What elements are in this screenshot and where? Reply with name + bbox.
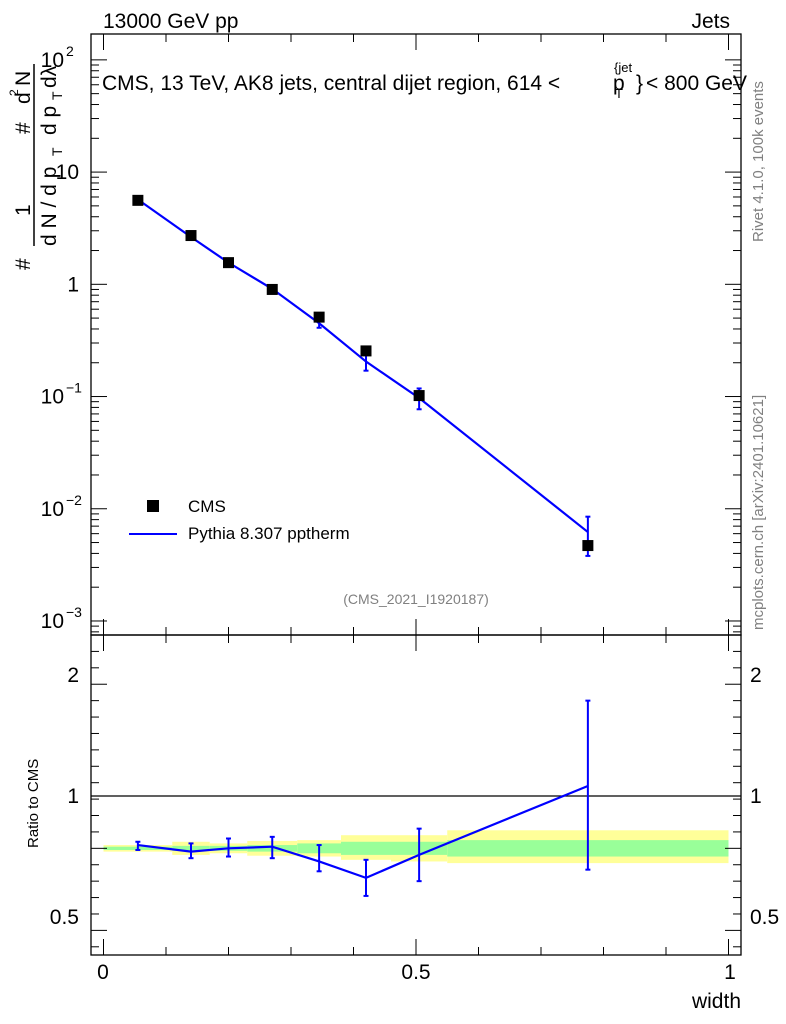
xtick-label-0: 0 [97,961,109,984]
y-tick-label-base: 10 [41,498,64,521]
cms-data-point [185,230,197,242]
y-tick-label-base: 10 [41,49,64,72]
title-p-sup: {jet [614,60,632,75]
process-label: Jets [691,10,730,33]
ratio-series-pythia [135,699,591,897]
cms-data-point [266,283,278,295]
legend-pythia-label: Pythia 8.307 pptherm [188,524,350,543]
title-after: < 800 GeV [646,72,747,95]
ylabel-hash-2: # [12,122,35,134]
y-tick-label-base: 10 [41,386,64,409]
pythia-line [137,198,589,533]
y-tick-label-exp: −1 [66,380,82,396]
ylabel-exponent: 2 [7,89,21,96]
ratio-ytick-05-right: 0.5 [750,906,779,929]
ratio-ytick-1-left: 1 [67,785,79,808]
ylabel-d: d [12,92,35,104]
title-brace: } [636,72,643,95]
cms-data-point [413,390,425,402]
main-y-axis-label: # 1 d N / d p T # d 2 N d p T dλ [7,64,65,270]
y-tick-label: 10 [56,161,79,184]
y-tick-label-exp: 2 [66,43,74,59]
legend: CMS Pythia 8.307 pptherm [129,497,350,543]
y-tick-label-exp: −3 [66,604,82,620]
series-cms [132,194,594,552]
analysis-id-label: (CMS_2021_I1920187) [343,591,489,607]
stat-uncertainty-band [341,841,391,855]
plot-title: CMS, 13 TeV, AK8 jets, central dijet reg… [102,60,747,101]
ratio-y-axis-label: Ratio to CMS [25,759,42,848]
cms-data-point [313,311,325,323]
legend-cms-marker [147,500,159,512]
y-tick-label-exp: −2 [66,492,82,508]
cms-data-point [132,194,144,206]
main-frame [90,33,742,636]
title-p-sub: T [615,86,623,101]
cms-data-point [360,345,372,357]
xtick-label-1: 1 [724,961,736,984]
title-p: p [613,72,625,95]
ylabel-dp: d p [38,106,61,135]
ylabel-denominator: d N / d p [38,167,61,246]
y-tick-label: 1 [67,273,79,296]
ratio-ytick-05-left: 0.5 [50,906,79,929]
legend-cms-label: CMS [188,497,226,516]
y-tick-label-base: 10 [41,610,64,633]
ratio-axis-ticks [91,635,741,955]
title-before: CMS, 13 TeV, AK8 jets, central dijet reg… [102,72,560,95]
ylabel-n: N [12,71,35,86]
ylabel-one: 1 [12,204,35,216]
ratio-ytick-1-right: 1 [750,785,762,808]
energy-label: 13000 GeV pp [103,10,238,33]
ratio-frame [90,634,742,956]
ratio-ytick-2-left: 2 [67,664,79,687]
cms-data-point [223,257,234,269]
ratio-bands [103,830,729,864]
rivet-version-label: Rivet 4.1.0, 100k events [750,81,767,242]
x-axis-label: width [691,990,741,1013]
ylabel-hash-1: # [12,258,35,270]
main-axis-ticks [91,34,741,635]
xtick-label-05: 0.5 [401,961,430,984]
mcplots-label: mcplots.cern.ch [arXiv:2401.10621] [750,395,767,630]
cms-data-point [582,540,594,552]
ylabel-denominator-sub: T [49,147,65,156]
ylabel-dp-sub: T [49,91,65,100]
ratio-pythia-line [137,784,589,880]
ylabel-dlambda: dλ [38,65,61,88]
ratio-ytick-2-right: 2 [750,664,762,687]
